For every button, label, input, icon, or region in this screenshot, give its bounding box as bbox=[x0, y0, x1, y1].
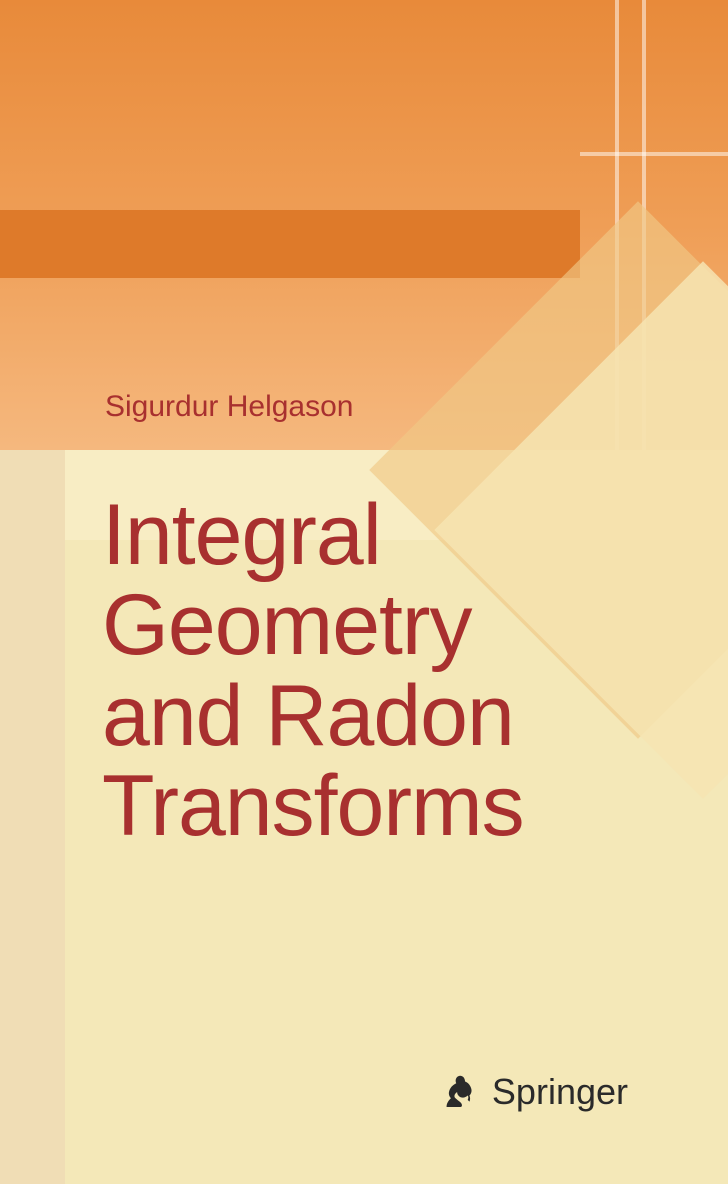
publisher-block: Springer bbox=[436, 1070, 628, 1114]
orange-horizontal-band bbox=[0, 210, 580, 278]
springer-horse-icon bbox=[436, 1070, 480, 1114]
title-line-1: Integral bbox=[102, 490, 524, 580]
publisher-name: Springer bbox=[492, 1071, 628, 1113]
book-cover: Sigurdur Helgason Integral Geometry and … bbox=[0, 0, 728, 1184]
horizontal-rule bbox=[580, 152, 728, 156]
title-line-2: Geometry bbox=[102, 580, 524, 670]
author-name: Sigurdur Helgason bbox=[105, 390, 353, 424]
title-line-3: and Radon bbox=[102, 671, 524, 761]
title-line-4: Transforms bbox=[102, 761, 524, 851]
book-title: Integral Geometry and Radon Transforms bbox=[102, 490, 524, 851]
